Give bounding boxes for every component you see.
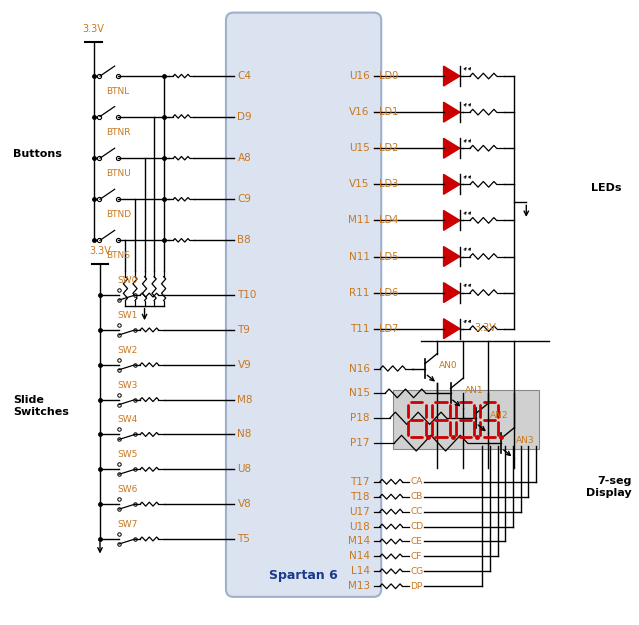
Text: CG: CG [410, 567, 424, 576]
Text: B8: B8 [238, 236, 251, 246]
Text: SW7: SW7 [117, 520, 137, 529]
Text: N14: N14 [349, 551, 370, 561]
Text: CF: CF [410, 552, 422, 561]
Text: P17: P17 [350, 438, 370, 448]
Text: LD2: LD2 [379, 143, 398, 153]
Text: U18: U18 [349, 521, 370, 531]
Polygon shape [443, 102, 460, 122]
Text: CE: CE [410, 537, 422, 546]
Text: BTNL: BTNL [106, 87, 130, 96]
Text: U17: U17 [349, 507, 370, 517]
Text: 3.3V: 3.3V [82, 24, 105, 34]
Text: AN2: AN2 [490, 411, 509, 420]
Text: T17: T17 [350, 477, 370, 487]
Text: 7-seg
Display: 7-seg Display [585, 476, 631, 498]
Text: N11: N11 [349, 251, 370, 261]
Polygon shape [443, 66, 460, 86]
Text: M13: M13 [348, 581, 370, 591]
Text: LD6: LD6 [379, 288, 398, 298]
Text: T10: T10 [238, 290, 257, 300]
Text: LD1: LD1 [379, 107, 398, 117]
Text: BTNU: BTNU [106, 169, 131, 178]
Text: M11: M11 [348, 216, 370, 226]
Text: SW0: SW0 [117, 276, 137, 285]
Text: Slide
Switches: Slide Switches [13, 395, 69, 417]
Text: LD0: LD0 [379, 71, 398, 81]
Text: U8: U8 [238, 464, 252, 474]
Text: SW3: SW3 [117, 381, 137, 389]
Text: BTNR: BTNR [106, 127, 131, 136]
Text: BTNS: BTNS [106, 251, 130, 261]
Text: Spartan 6: Spartan 6 [269, 569, 338, 582]
Polygon shape [443, 138, 460, 158]
Text: LD4: LD4 [379, 216, 398, 226]
Text: Buttons: Buttons [13, 149, 62, 159]
Text: SW5: SW5 [117, 451, 137, 459]
Text: CA: CA [410, 478, 423, 486]
Text: U15: U15 [349, 143, 370, 153]
Text: CC: CC [410, 507, 423, 516]
Text: LD7: LD7 [379, 324, 398, 334]
Text: C4: C4 [238, 71, 251, 81]
Text: T5: T5 [238, 534, 250, 544]
Text: AN1: AN1 [465, 386, 484, 395]
Text: AN0: AN0 [440, 361, 458, 370]
Text: LEDs: LEDs [591, 183, 622, 193]
Text: N8: N8 [238, 429, 252, 439]
Text: N16: N16 [349, 364, 370, 374]
Polygon shape [443, 282, 460, 302]
FancyBboxPatch shape [393, 390, 539, 449]
Text: CD: CD [410, 522, 424, 531]
Text: V16: V16 [350, 107, 370, 117]
Text: SW1: SW1 [117, 311, 137, 320]
Text: 3.3V: 3.3V [89, 246, 111, 256]
Polygon shape [443, 246, 460, 266]
Text: M8: M8 [238, 394, 253, 404]
Text: C9: C9 [238, 194, 251, 204]
Text: D9: D9 [238, 111, 252, 121]
Text: 3.3V: 3.3V [474, 323, 496, 333]
Text: CB: CB [410, 492, 423, 501]
Text: N15: N15 [349, 388, 370, 398]
FancyBboxPatch shape [226, 12, 381, 597]
Text: P18: P18 [350, 413, 370, 423]
Text: R11: R11 [350, 288, 370, 298]
Text: DP: DP [410, 582, 423, 591]
Text: V15: V15 [350, 179, 370, 189]
Text: M14: M14 [348, 536, 370, 546]
Text: SW6: SW6 [117, 485, 137, 494]
Text: T18: T18 [350, 492, 370, 502]
Text: LD3: LD3 [379, 179, 398, 189]
Text: V8: V8 [238, 499, 251, 509]
Text: LD5: LD5 [379, 251, 398, 261]
Text: AN3: AN3 [516, 436, 534, 444]
Text: SW2: SW2 [117, 346, 137, 355]
Polygon shape [443, 319, 460, 339]
Text: SW4: SW4 [117, 416, 137, 424]
Text: T11: T11 [350, 324, 370, 334]
Text: A8: A8 [238, 153, 251, 163]
Text: L14: L14 [351, 566, 370, 576]
Text: V9: V9 [238, 360, 251, 370]
Text: T9: T9 [238, 325, 250, 335]
Text: U16: U16 [349, 71, 370, 81]
Polygon shape [443, 211, 460, 231]
Polygon shape [443, 174, 460, 194]
Text: BTND: BTND [106, 210, 132, 219]
